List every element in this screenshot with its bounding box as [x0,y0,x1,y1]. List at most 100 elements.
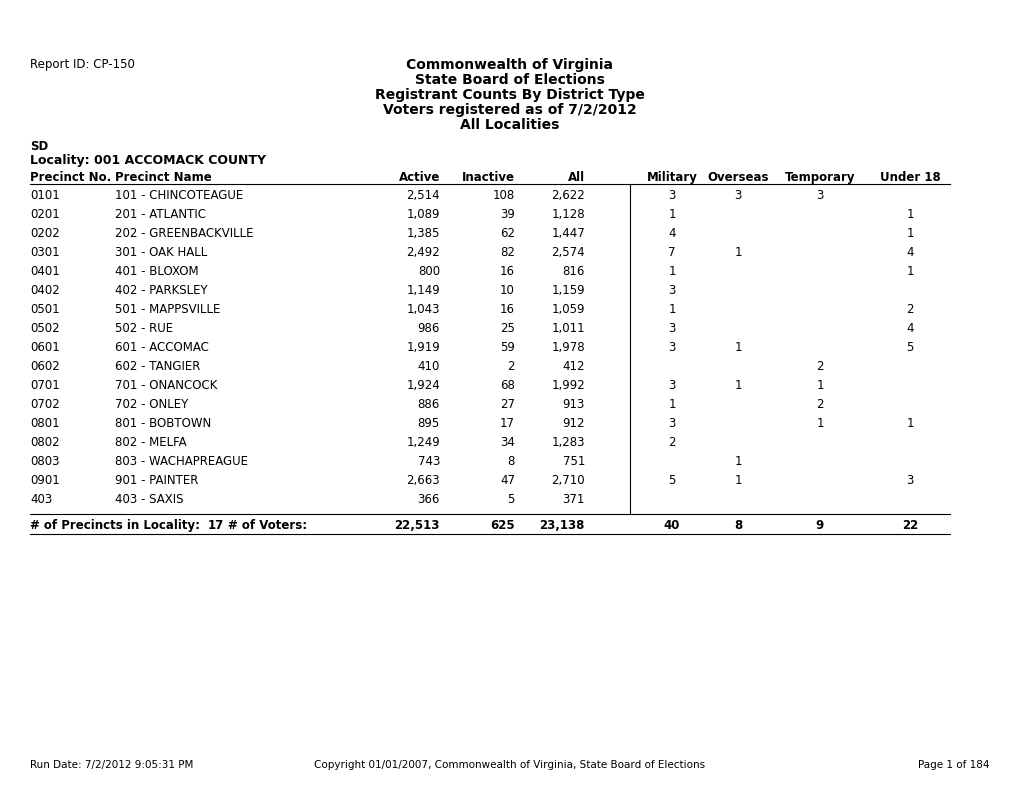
Text: 502 - RUE: 502 - RUE [115,322,173,335]
Text: 8: 8 [507,455,515,468]
Text: 2,663: 2,663 [406,474,439,487]
Text: Active: Active [398,171,439,184]
Text: 602 - TANGIER: 602 - TANGIER [115,360,200,373]
Text: 0401: 0401 [30,265,60,278]
Text: 402 - PARKSLEY: 402 - PARKSLEY [115,284,208,297]
Text: 1: 1 [815,379,823,392]
Text: 1,385: 1,385 [407,227,439,240]
Text: 0101: 0101 [30,189,60,202]
Text: 0801: 0801 [30,417,59,430]
Text: Page 1 of 184: Page 1 of 184 [917,760,989,770]
Text: 1,128: 1,128 [551,208,585,221]
Text: 4: 4 [905,322,913,335]
Text: 3: 3 [906,474,913,487]
Text: 1: 1 [905,227,913,240]
Text: 803 - WACHAPREAGUE: 803 - WACHAPREAGUE [115,455,248,468]
Text: 202 - GREENBACKVILLE: 202 - GREENBACKVILLE [115,227,254,240]
Text: 8: 8 [733,519,742,532]
Text: 886: 886 [418,398,439,411]
Text: 25: 25 [499,322,515,335]
Text: Run Date: 7/2/2012 9:05:31 PM: Run Date: 7/2/2012 9:05:31 PM [30,760,194,770]
Text: 16: 16 [499,265,515,278]
Text: Commonwealth of Virginia: Commonwealth of Virginia [407,58,612,72]
Text: 701 - ONANCOCK: 701 - ONANCOCK [115,379,217,392]
Text: 3: 3 [667,322,675,335]
Text: 23,138: 23,138 [539,519,585,532]
Text: 1: 1 [667,265,675,278]
Text: 816: 816 [562,265,585,278]
Text: 625: 625 [490,519,515,532]
Text: Voters registered as of 7/2/2012: Voters registered as of 7/2/2012 [383,103,636,117]
Text: 1: 1 [734,455,741,468]
Text: 2: 2 [815,398,823,411]
Text: 1,059: 1,059 [551,303,585,316]
Text: 410: 410 [417,360,439,373]
Text: 1: 1 [905,417,913,430]
Text: 201 - ATLANTIC: 201 - ATLANTIC [115,208,206,221]
Text: 801 - BOBTOWN: 801 - BOBTOWN [115,417,211,430]
Text: 101 - CHINCOTEAGUE: 101 - CHINCOTEAGUE [115,189,243,202]
Text: 403 - SAXIS: 403 - SAXIS [115,493,183,506]
Text: 2: 2 [905,303,913,316]
Text: 0301: 0301 [30,246,59,259]
Text: 751: 751 [562,455,585,468]
Text: Precinct No.: Precinct No. [30,171,111,184]
Text: 62: 62 [499,227,515,240]
Text: 1,919: 1,919 [406,341,439,354]
Text: 7: 7 [667,246,675,259]
Text: Inactive: Inactive [462,171,515,184]
Text: 2: 2 [507,360,515,373]
Text: 17: 17 [499,417,515,430]
Text: 1: 1 [667,208,675,221]
Text: 0202: 0202 [30,227,60,240]
Text: 2: 2 [667,436,675,449]
Text: 501 - MAPPSVILLE: 501 - MAPPSVILLE [115,303,220,316]
Text: 800: 800 [418,265,439,278]
Text: 912: 912 [561,417,585,430]
Text: Precinct Name: Precinct Name [115,171,212,184]
Text: 1,149: 1,149 [406,284,439,297]
Text: 901 - PAINTER: 901 - PAINTER [115,474,198,487]
Text: 1,992: 1,992 [550,379,585,392]
Text: 2,710: 2,710 [551,474,585,487]
Text: 34: 34 [499,436,515,449]
Text: 0802: 0802 [30,436,59,449]
Text: 1,283: 1,283 [551,436,585,449]
Text: Military: Military [646,171,697,184]
Text: 5: 5 [507,493,515,506]
Text: 743: 743 [417,455,439,468]
Text: 1,159: 1,159 [551,284,585,297]
Text: 401 - BLOXOM: 401 - BLOXOM [115,265,199,278]
Text: SD: SD [30,140,48,153]
Text: 1: 1 [734,246,741,259]
Text: 0501: 0501 [30,303,59,316]
Text: 0502: 0502 [30,322,59,335]
Text: Report ID: CP-150: Report ID: CP-150 [30,58,135,71]
Text: 4: 4 [667,227,675,240]
Text: 0601: 0601 [30,341,60,354]
Text: 702 - ONLEY: 702 - ONLEY [115,398,189,411]
Text: 16: 16 [499,303,515,316]
Text: 2: 2 [815,360,823,373]
Text: Temporary: Temporary [784,171,854,184]
Text: 3: 3 [734,189,741,202]
Text: 3: 3 [815,189,823,202]
Text: 0901: 0901 [30,474,60,487]
Text: 47: 47 [499,474,515,487]
Text: 1: 1 [905,265,913,278]
Text: 895: 895 [418,417,439,430]
Text: All: All [568,171,585,184]
Text: Registrant Counts By District Type: Registrant Counts By District Type [375,88,644,102]
Text: 59: 59 [499,341,515,354]
Text: 17: 17 [208,519,224,532]
Text: 40: 40 [663,519,680,532]
Text: 986: 986 [417,322,439,335]
Text: 802 - MELFA: 802 - MELFA [115,436,186,449]
Text: 108: 108 [492,189,515,202]
Text: 371: 371 [562,493,585,506]
Text: 22,513: 22,513 [394,519,439,532]
Text: 1: 1 [734,341,741,354]
Text: 1: 1 [667,303,675,316]
Text: 2,622: 2,622 [550,189,585,202]
Text: Locality: 001 ACCOMACK COUNTY: Locality: 001 ACCOMACK COUNTY [30,154,266,167]
